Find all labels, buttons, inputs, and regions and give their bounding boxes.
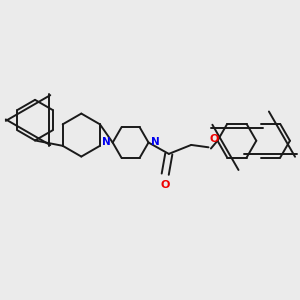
Text: O: O [160,180,170,190]
Text: N: N [151,137,160,147]
Text: O: O [210,134,219,144]
Text: N: N [101,137,110,147]
